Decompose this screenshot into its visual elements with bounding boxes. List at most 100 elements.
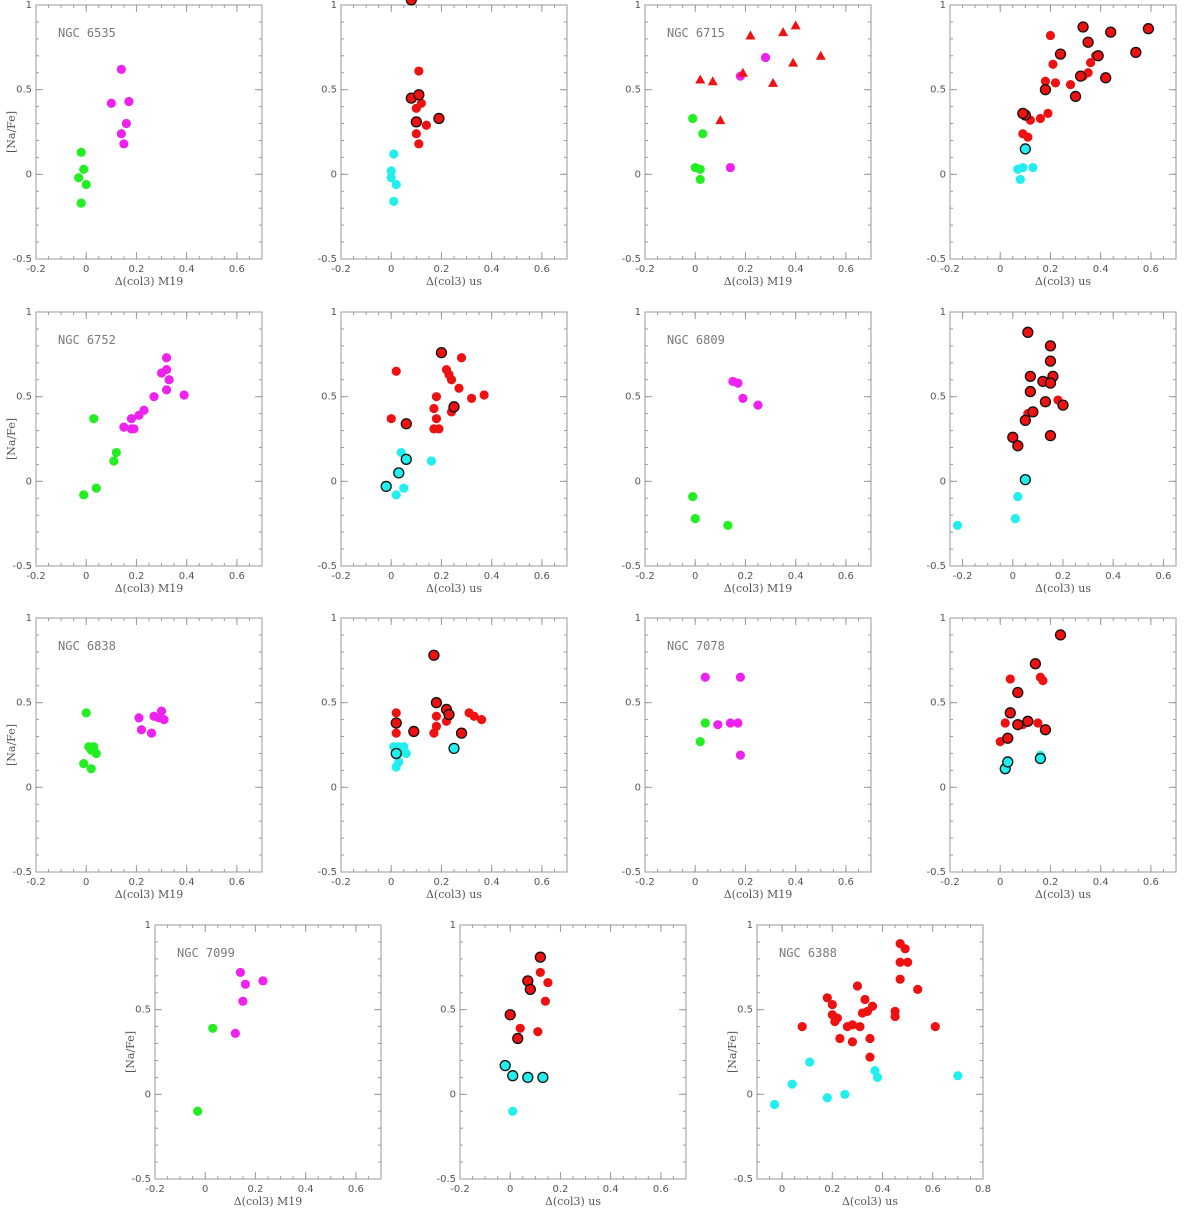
data-point: [725, 162, 735, 173]
y-tick-label: 1: [26, 307, 32, 318]
y-tick-label: 1: [145, 920, 151, 931]
data-point: [240, 979, 250, 989]
panel-2: -0.2 0 0.2 0.4 0.6 -0.5 0 0.5 1 Δ(col3) us: [317, 0, 568, 288]
y-tick-label: 1: [940, 307, 946, 318]
x-tick-label: -0.2: [940, 877, 960, 888]
data-point: [735, 672, 746, 682]
data-point: [434, 424, 444, 434]
data-point-outlined: [1092, 50, 1104, 62]
y-tick-label: -0.5: [12, 867, 32, 878]
data-point-outlined: [522, 1071, 534, 1084]
data-point: [515, 1023, 525, 1033]
data-point-triangle: [745, 30, 756, 40]
data-point: [857, 1008, 868, 1018]
data-point: [847, 1037, 858, 1047]
x-axis-label: Δ(col3) M19: [115, 582, 184, 595]
y-tick-label: -0.5: [926, 561, 946, 572]
data-point: [193, 1106, 203, 1116]
data-point: [690, 513, 700, 524]
panel-title: NGC 6752: [58, 333, 116, 347]
data-point-outlined: [400, 453, 412, 465]
data-point: [149, 392, 159, 402]
panel-title: NGC 7099: [177, 946, 235, 960]
panel-title: NGC 6388: [779, 946, 837, 960]
x-tick-label: 0.2: [737, 264, 753, 275]
data-point: [386, 173, 396, 183]
x-tick-label: 0.4: [179, 264, 195, 275]
panel-title: NGC 7078: [667, 639, 725, 653]
x-tick-label: -0.2: [635, 571, 655, 582]
x-tick-label: 0.2: [433, 877, 449, 888]
x-tick-label: 0.2: [433, 264, 449, 275]
x-tick-label: 0.6: [534, 571, 550, 582]
panel-7: -0.2 0 0.2 0.4 0.6 -0.5 0 0.5 1 Δ(col3) M19 NGC 68…: [621, 307, 872, 595]
data-point-outlined: [1024, 370, 1037, 382]
plot-frame: [949, 617, 1177, 873]
x-tick-label: 0.2: [128, 877, 144, 888]
data-point: [76, 198, 86, 208]
x-tick-label: 0: [388, 264, 394, 275]
data-point: [688, 491, 698, 502]
x-tick-label: 0: [1010, 571, 1016, 582]
y-tick-label: 0: [747, 1089, 753, 1100]
data-point: [134, 410, 144, 420]
x-tick-label: 0.2: [433, 571, 449, 582]
data-point: [79, 164, 89, 174]
data-point: [414, 139, 424, 149]
data-point: [109, 456, 119, 466]
data-point-outlined: [1074, 70, 1087, 82]
data-point: [386, 414, 396, 424]
data-point: [822, 1093, 832, 1103]
y-tick-label: 0: [331, 476, 337, 487]
x-tick-label: 0.2: [737, 571, 753, 582]
data-point: [469, 711, 479, 721]
data-point: [860, 994, 870, 1005]
data-point-outlined: [430, 697, 443, 709]
data-point: [1013, 491, 1023, 502]
data-point-outlined: [1039, 396, 1052, 408]
data-point: [129, 424, 139, 434]
y-tick-label: 0.5: [16, 85, 32, 96]
plot-frame: [644, 617, 872, 873]
plot-frame: [949, 311, 1177, 567]
x-tick-label: 0: [779, 1184, 785, 1195]
data-point: [111, 447, 121, 458]
data-point: [1035, 113, 1045, 124]
data-point: [1023, 132, 1033, 142]
data-point: [760, 52, 771, 63]
data-point-outlined: [380, 480, 392, 493]
data-point: [855, 1022, 865, 1032]
y-tick-label: -0.5: [317, 561, 337, 572]
x-tick-label: 0.4: [875, 1184, 891, 1195]
y-tick-label: -0.5: [733, 1174, 753, 1185]
data-point-outlined: [1044, 355, 1057, 367]
x-tick-label: -0.2: [953, 571, 973, 582]
data-point: [865, 1033, 875, 1044]
x-tick-label: -0.2: [450, 1184, 470, 1195]
plot-frame: [459, 924, 687, 1180]
data-point: [431, 414, 442, 424]
x-tick-label: 0.6: [1143, 264, 1159, 275]
data-point-outlined: [1004, 707, 1016, 719]
data-point: [421, 120, 431, 130]
x-tick-label: 0.4: [179, 877, 195, 888]
data-point-triangle: [768, 77, 779, 87]
y-tick-label: -0.5: [131, 1174, 151, 1185]
panel-1: -0.2 0 0.2 0.4 0.6 -0.5 0 0.5 1 Δ(col3) M19 [Na/Fe…: [5, 0, 263, 288]
x-tick-label: 0.2: [552, 1184, 568, 1195]
data-point-outlined: [1039, 724, 1052, 736]
y-tick-label: 1: [331, 613, 337, 624]
panel-6: -0.2 0 0.2 0.4 0.6 -0.5 0 0.5 1 Δ(col3) us: [317, 307, 568, 595]
x-tick-label: -0.2: [331, 264, 351, 275]
data-point: [953, 1071, 963, 1081]
data-point-outlined: [1019, 473, 1031, 486]
data-point-outlined: [1057, 399, 1069, 411]
data-point-triangle: [737, 67, 748, 77]
x-axis-label: Δ(col3) us: [426, 582, 482, 595]
y-tick-label: 1: [26, 613, 32, 624]
data-point-outlined: [537, 1071, 549, 1084]
data-point-outlined: [1039, 84, 1052, 96]
data-point: [401, 748, 411, 759]
plot-frame: [35, 311, 263, 567]
